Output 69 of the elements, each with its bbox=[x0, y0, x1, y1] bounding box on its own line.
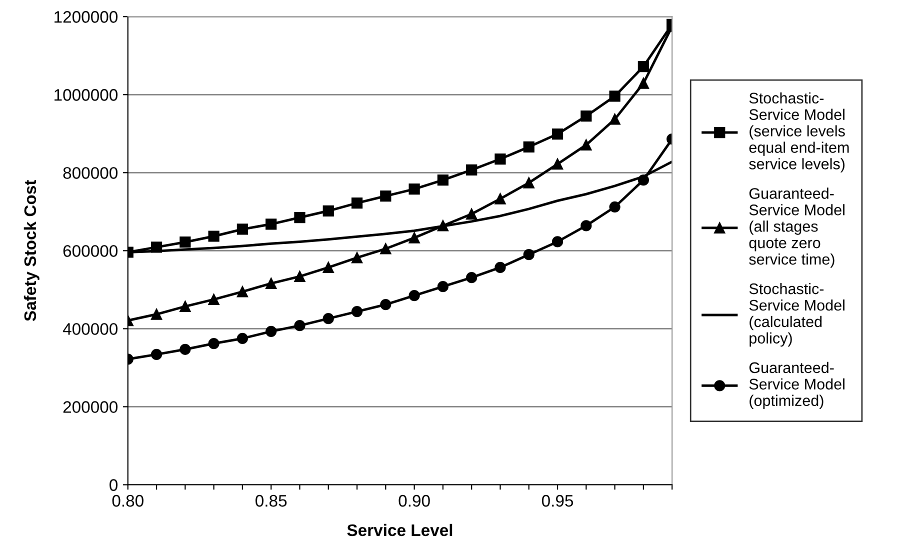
point bbox=[580, 220, 592, 232]
legend-label: Stochastic-Service Model (calculated policy) bbox=[749, 283, 844, 347]
point bbox=[322, 313, 334, 324]
point bbox=[351, 198, 363, 209]
point bbox=[380, 243, 392, 254]
point bbox=[294, 212, 306, 224]
x-tick-label: 0.95 bbox=[542, 494, 574, 507]
point bbox=[494, 262, 506, 274]
x-tick-label: 0.90 bbox=[398, 494, 430, 507]
point bbox=[380, 190, 392, 202]
point bbox=[351, 306, 363, 318]
legend-label: Guaranteed-Service Model (all stages quote zero service time) bbox=[749, 188, 844, 268]
point bbox=[523, 177, 534, 188]
point bbox=[266, 218, 277, 230]
point bbox=[638, 61, 649, 72]
point bbox=[294, 320, 306, 332]
point bbox=[266, 326, 277, 337]
point bbox=[609, 90, 620, 102]
point bbox=[437, 174, 449, 186]
point bbox=[236, 286, 248, 298]
legend-label: Guaranteed-Service Model (optimized) bbox=[749, 362, 844, 410]
legend-label: Stochastic-Service Model (service levels equal end-item service levels) bbox=[749, 92, 849, 172]
point bbox=[494, 153, 506, 165]
y-tick-label: 1200000 bbox=[54, 11, 118, 23]
point bbox=[552, 236, 564, 248]
y-axis-title: Safety Stock Cost bbox=[24, 180, 40, 322]
point bbox=[609, 114, 620, 125]
point bbox=[180, 236, 191, 248]
point bbox=[322, 205, 334, 216]
point bbox=[466, 164, 478, 176]
point bbox=[580, 139, 592, 151]
x-tick-label: 0.80 bbox=[112, 494, 144, 507]
point bbox=[150, 348, 162, 360]
point bbox=[208, 338, 220, 350]
point bbox=[208, 294, 220, 306]
point bbox=[408, 232, 420, 244]
point bbox=[523, 141, 534, 152]
y-tick-label: 800000 bbox=[63, 167, 118, 179]
point bbox=[523, 249, 534, 260]
point bbox=[466, 208, 478, 220]
point bbox=[494, 193, 506, 204]
y-tick-label: 0 bbox=[110, 479, 118, 491]
point bbox=[266, 278, 277, 290]
point bbox=[552, 128, 564, 140]
point bbox=[408, 290, 420, 302]
y-tick-label: 400000 bbox=[62, 323, 118, 335]
point bbox=[552, 158, 564, 170]
x-axis-title: Service Level bbox=[347, 524, 452, 536]
point bbox=[150, 308, 162, 320]
point bbox=[294, 270, 306, 282]
y-tick-label: 200000 bbox=[63, 401, 118, 413]
point bbox=[437, 281, 449, 292]
point bbox=[322, 262, 334, 274]
y-tick-label: 600000 bbox=[63, 245, 118, 257]
point bbox=[236, 332, 248, 344]
point bbox=[609, 201, 620, 213]
point bbox=[580, 110, 592, 122]
point bbox=[180, 344, 191, 355]
point bbox=[236, 224, 248, 235]
y-tick-label: 1000000 bbox=[54, 89, 118, 101]
x-tick-label: 0.85 bbox=[256, 494, 287, 507]
point bbox=[408, 183, 420, 195]
point bbox=[638, 78, 649, 89]
point bbox=[466, 272, 478, 284]
point bbox=[380, 298, 392, 310]
point bbox=[638, 174, 649, 186]
point bbox=[351, 252, 363, 264]
point bbox=[180, 300, 191, 312]
point bbox=[208, 230, 220, 242]
